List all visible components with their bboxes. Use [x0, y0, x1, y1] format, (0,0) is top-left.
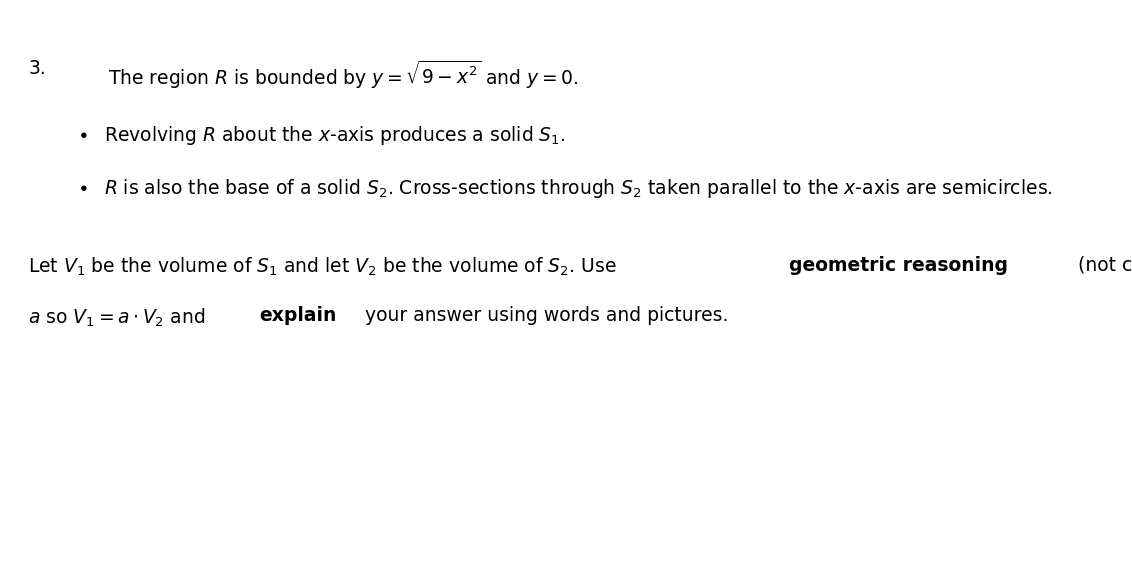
- Text: $a$ so $V_1 = a \cdot V_2$ and: $a$ so $V_1 = a \cdot V_2$ and: [28, 306, 207, 329]
- Text: 3.: 3.: [28, 59, 46, 78]
- Text: Let $V_1$ be the volume of $S_1$ and let $V_2$ be the volume of $S_2$. Use: Let $V_1$ be the volume of $S_1$ and let…: [28, 256, 618, 278]
- Text: your answer using words and pictures.: your answer using words and pictures.: [359, 306, 729, 325]
- Text: $\bullet$: $\bullet$: [77, 124, 87, 143]
- Text: geometric reasoning: geometric reasoning: [789, 256, 1009, 275]
- Text: $R$ is also the base of a solid $S_2$. Cross-sections through $S_2$ taken parall: $R$ is also the base of a solid $S_2$. C…: [104, 177, 1053, 200]
- Text: $\bullet$: $\bullet$: [77, 177, 87, 196]
- Text: The region $R$ is bounded by $y = \sqrt{9 - x^{2}}$ and $y = 0$.: The region $R$ is bounded by $y = \sqrt{…: [108, 59, 578, 91]
- Text: explain: explain: [259, 306, 337, 325]
- Text: (not computations) to find a constant: (not computations) to find a constant: [1072, 256, 1132, 275]
- Text: Revolving $R$ about the $x$-axis produces a solid $S_1$.: Revolving $R$ about the $x$-axis produce…: [104, 124, 566, 147]
